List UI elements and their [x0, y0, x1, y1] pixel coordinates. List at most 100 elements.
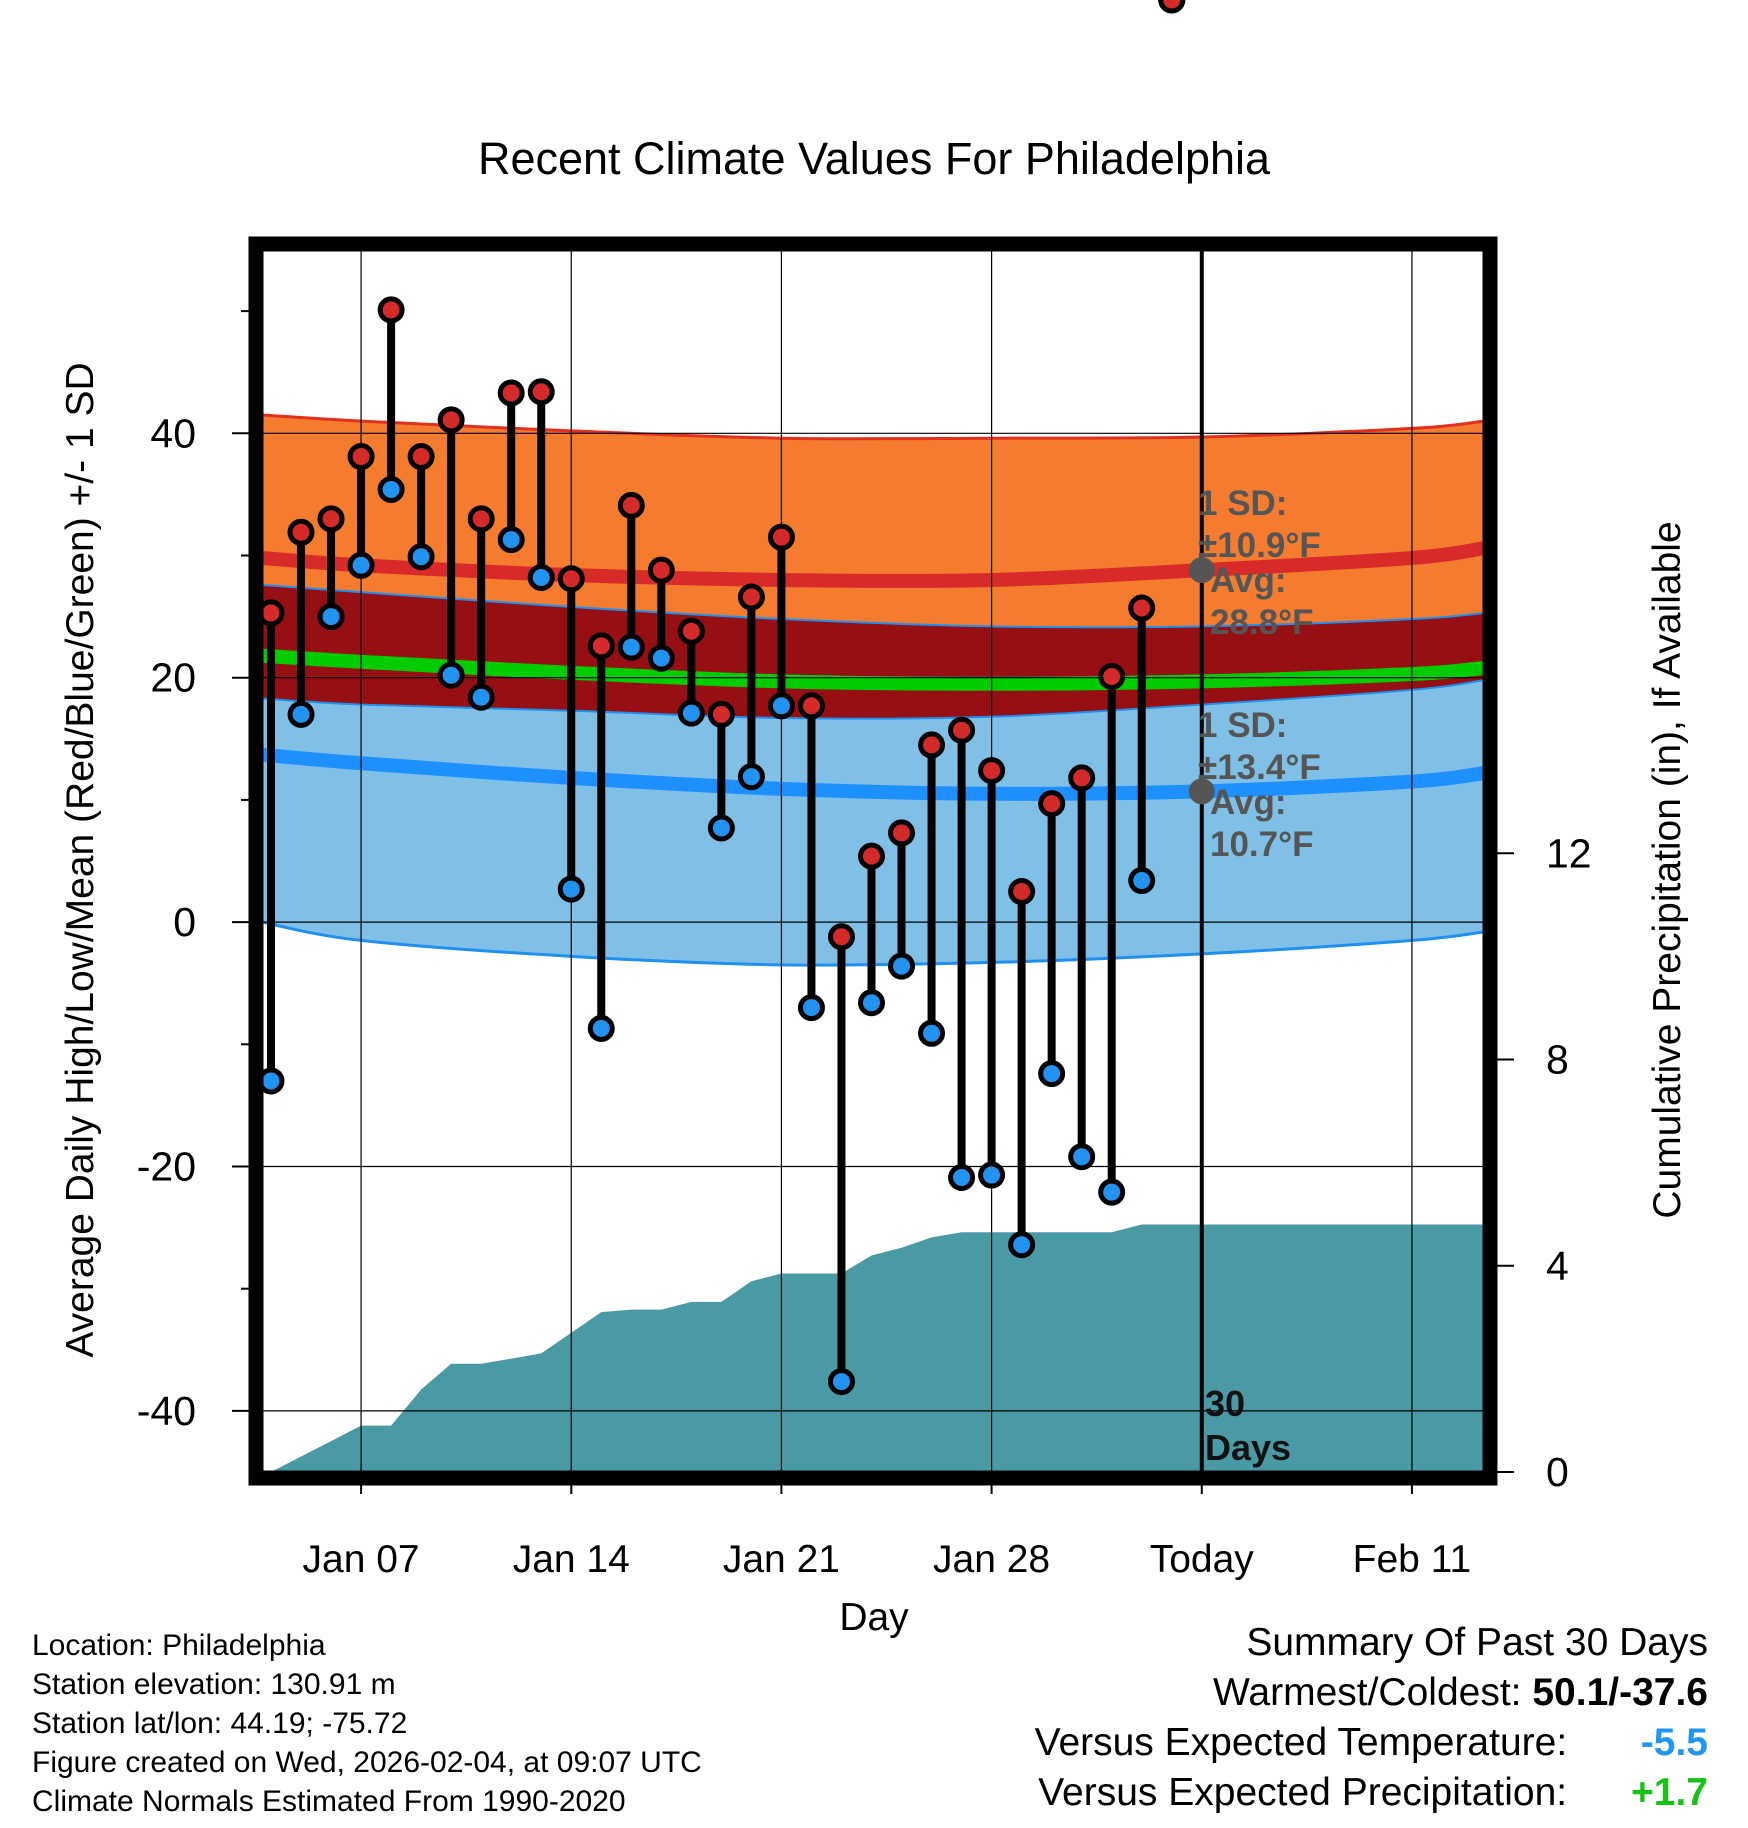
high-point	[1128, 594, 1156, 622]
high-upper-edge-line	[262, 413, 1484, 441]
low-point	[287, 700, 315, 728]
days-count-label: 30	[1205, 1383, 1245, 1424]
x-tick-label: Feb 11	[1353, 1538, 1472, 1581]
y-right-tick-label: 4	[1546, 1243, 1569, 1289]
high-avg-marker	[1188, 557, 1215, 584]
low-point	[407, 543, 435, 571]
cumulative-precip-area	[271, 1224, 1484, 1472]
low-point	[797, 994, 825, 1022]
high-point	[978, 757, 1006, 785]
low-point	[978, 1161, 1006, 1189]
low-avg-marker	[1188, 778, 1215, 805]
x-tick-label: Jan 21	[723, 1538, 840, 1581]
y-left-tick-label: -20	[137, 1144, 196, 1190]
high-point	[347, 443, 375, 471]
low-avg-value: 10.7°F	[1210, 825, 1314, 864]
high-point	[707, 700, 735, 728]
x-tick-label: Jan 14	[513, 1538, 630, 1581]
high-sd-band	[262, 414, 1484, 628]
low-point	[1038, 1060, 1066, 1088]
y-left-tick-label: 40	[150, 410, 196, 456]
plot-frame	[248, 236, 1498, 1486]
low-point	[617, 633, 645, 661]
high-point	[437, 406, 465, 434]
low-point	[557, 875, 585, 903]
y-axis-left-label: Average Daily High/Low/Mean (Red/Blue/Gr…	[59, 362, 102, 1357]
low-point	[707, 814, 735, 842]
warm-cold-value: 50.1/-37.6	[1532, 1671, 1708, 1714]
high-avg-value: 28.8°F	[1210, 603, 1314, 642]
high-point	[497, 379, 525, 407]
low-avg-label: Avg:	[1210, 783, 1286, 822]
precip-anomaly-row: Versus Expected Precipitation: +1.7	[1035, 1768, 1708, 1818]
low-point	[647, 644, 675, 672]
high-point	[1008, 878, 1036, 906]
low-point	[347, 551, 375, 579]
low-point	[1128, 867, 1156, 895]
high-point	[1068, 764, 1096, 792]
high-point	[767, 523, 795, 551]
daily-points	[257, 0, 1186, 1396]
y-right-tick-label: 8	[1546, 1037, 1569, 1083]
temp-anomaly-label: Versus Expected Temperature:	[1034, 1721, 1568, 1764]
low-point	[527, 563, 555, 591]
x-tick-label: Jan 28	[933, 1538, 1050, 1581]
low-point	[467, 683, 495, 711]
low-point	[587, 1014, 615, 1042]
high-point	[587, 632, 615, 660]
latlon-text: Station lat/lon: 44.19; -75.72	[32, 1707, 408, 1740]
low-point	[677, 699, 705, 727]
summary-title: Summary Of Past 30 Days	[1246, 1621, 1708, 1664]
low-point	[767, 692, 795, 720]
summary-panel: Summary Of Past 30 Days Warmest/Coldest:…	[1035, 1618, 1708, 1818]
high-avg-label: Avg:	[1210, 561, 1286, 600]
low-point	[857, 989, 885, 1017]
low-point	[437, 661, 465, 689]
low-sd-value: ±13.4°F	[1198, 748, 1321, 787]
low-point	[737, 763, 765, 791]
high-point	[797, 692, 825, 720]
chart-title: Recent Climate Values For Philadelphia	[478, 133, 1271, 184]
station-info: Location: Philadelphia Station elevation…	[32, 1626, 702, 1821]
low-point	[1098, 1178, 1126, 1206]
high-point	[677, 617, 705, 645]
normal-annotations: 1 SD: ±10.9°F Avg: 28.8°F 1 SD: ±13.4°F …	[1188, 484, 1321, 1468]
x-axis-label: Day	[839, 1596, 909, 1639]
axes: Jan 07 Jan 14 Jan 21 Jan 28 Today Feb 1140200…	[137, 310, 1592, 1581]
y-right-tick-label: 0	[1546, 1449, 1569, 1495]
high-point	[1038, 790, 1066, 818]
precip-anomaly-label: Versus Expected Precipitation:	[1038, 1771, 1568, 1814]
high-point	[948, 716, 976, 744]
low-point	[827, 1368, 855, 1396]
y-left-tick-label: 0	[173, 899, 196, 945]
created-text: Figure created on Wed, 2026-02-04, at 09…	[32, 1746, 702, 1779]
high-point	[467, 505, 495, 533]
daily-range-bars	[267, 309, 1146, 1382]
low-point	[317, 603, 345, 631]
low-point	[1068, 1143, 1096, 1171]
y-left-tick-label: -40	[137, 1388, 196, 1434]
high-point	[377, 296, 405, 324]
x-tick-label: Today	[1150, 1538, 1255, 1581]
high-point	[1158, 0, 1186, 14]
temp-anomaly-row: Versus Expected Temperature: -5.5	[1035, 1718, 1708, 1768]
low-point	[918, 1019, 946, 1047]
y-axis-right-label: Cumulative Precipitation (in), If Availa…	[1646, 521, 1689, 1218]
high-lower-edge-line	[262, 583, 1484, 629]
high-point	[857, 842, 885, 870]
precip-anomaly-value: +1.7	[1631, 1771, 1708, 1814]
high-point	[1098, 662, 1126, 690]
low-point	[948, 1163, 976, 1191]
normals-text: Climate Normals Estimated From 1990-2020	[32, 1785, 626, 1818]
days-word-label: Days	[1205, 1427, 1291, 1468]
high-point	[317, 505, 345, 533]
low-point	[377, 476, 405, 504]
high-point	[557, 565, 585, 593]
high-point	[617, 491, 645, 519]
elevation-text: Station elevation: 130.91 m	[32, 1668, 396, 1701]
low-upper-edge-line	[262, 679, 1484, 720]
y-left-tick-label: 20	[150, 655, 196, 701]
high-point	[647, 556, 675, 584]
normal-low-line	[262, 747, 1484, 801]
